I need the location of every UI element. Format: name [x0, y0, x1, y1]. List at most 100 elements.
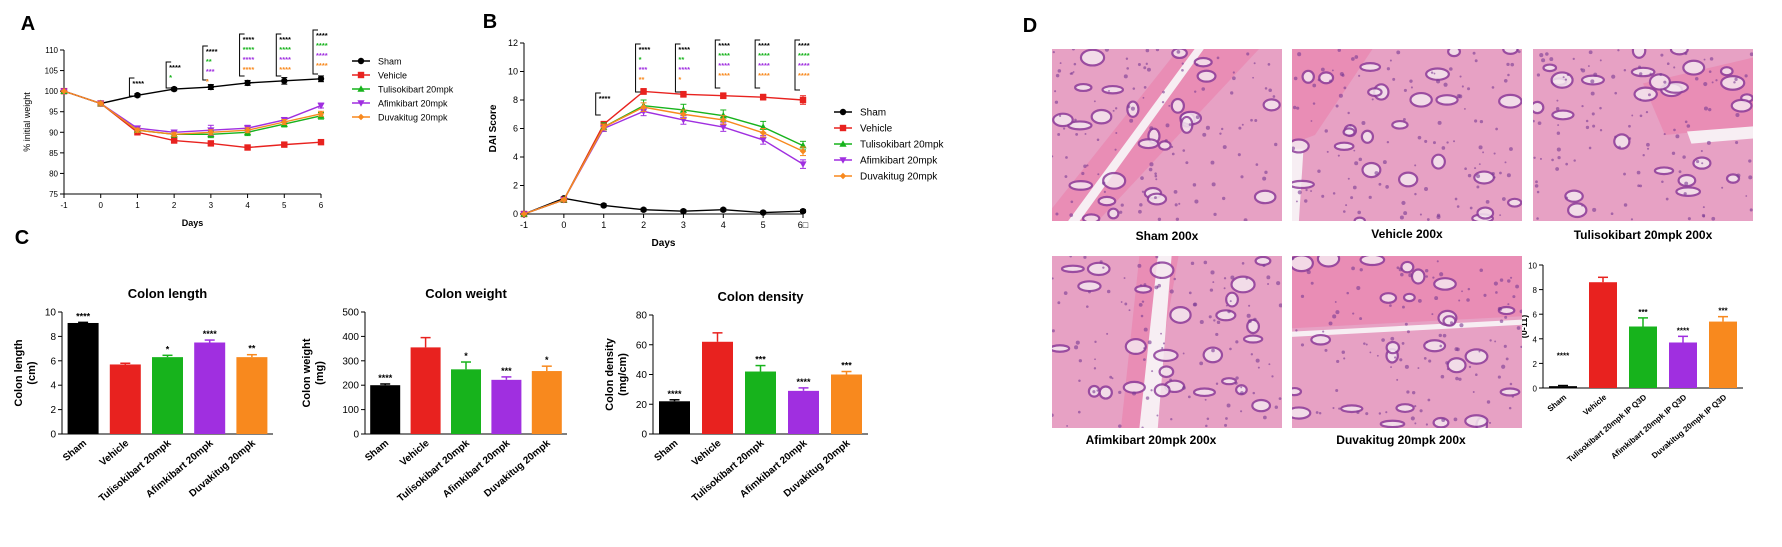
nucleus — [1432, 276, 1435, 279]
nucleus — [1237, 153, 1241, 157]
nucleus — [1140, 176, 1144, 180]
nucleus — [1517, 50, 1521, 54]
nucleus — [1536, 217, 1539, 220]
significance-stars: **** — [316, 31, 328, 40]
nucleus — [1645, 110, 1649, 114]
significance-bracket — [674, 43, 681, 93]
nucleus — [1278, 303, 1282, 308]
significance-stars: **** — [206, 47, 218, 56]
legend-marker — [357, 113, 365, 121]
data-point — [281, 141, 288, 148]
nucleus — [1212, 281, 1215, 284]
crypt — [1086, 261, 1111, 277]
nucleus — [1591, 112, 1595, 116]
series-line — [63, 90, 322, 136]
nucleus — [1557, 156, 1561, 160]
crypt — [1653, 166, 1675, 176]
crypt — [1400, 260, 1415, 274]
nucleus — [1227, 309, 1231, 314]
nucleus — [1686, 124, 1691, 128]
x-tick-label: 2 — [172, 201, 177, 210]
nucleus — [1199, 320, 1204, 325]
nucleus — [1509, 276, 1513, 279]
nucleus — [1715, 79, 1718, 82]
category-label: Vehicle — [1581, 392, 1608, 417]
nucleus — [1428, 359, 1432, 363]
nucleus — [1092, 390, 1096, 394]
nucleus — [1474, 59, 1478, 63]
y-tick-label: 2 — [513, 181, 518, 191]
legend-marker — [357, 71, 365, 79]
nucleus — [1209, 288, 1214, 292]
nucleus — [1248, 319, 1252, 324]
nucleus — [1696, 159, 1700, 164]
crypt — [1423, 339, 1447, 353]
x-tick-label: 1 — [601, 220, 606, 230]
y-tick-label: 6 — [513, 124, 518, 134]
nucleus — [1138, 209, 1142, 214]
data-point — [720, 206, 727, 213]
legend-label: Afimkibart 20mpk — [378, 99, 448, 109]
nucleus — [1472, 391, 1475, 393]
nucleus — [1639, 114, 1643, 118]
significance-stars: **** — [316, 51, 328, 60]
nucleus — [1562, 76, 1565, 79]
nucleus — [1503, 344, 1507, 348]
nucleus — [1392, 77, 1396, 81]
nucleus — [1078, 359, 1082, 363]
y-tick-label: 40 — [636, 370, 648, 381]
nucleus — [1491, 172, 1495, 176]
legend-item: Afimkibart 20mpk — [834, 156, 938, 167]
nucleus — [1401, 200, 1406, 206]
data-point — [170, 131, 178, 138]
crypt — [1333, 141, 1355, 151]
nucleus — [1267, 63, 1271, 66]
crypt — [1464, 414, 1489, 428]
significance-stars: **** — [798, 71, 810, 80]
bar-chart-2: 0 2 4 6 8 10 **** Sham Vehicle * Tulisokibart 20mp… — [13, 286, 273, 504]
nucleus — [1058, 114, 1062, 118]
category-label: Vehicle — [690, 438, 724, 469]
significance-stars: **** — [796, 377, 811, 387]
nucleus — [1687, 217, 1691, 221]
bar — [1589, 282, 1617, 388]
y-axis-label: DAI Score — [488, 104, 499, 152]
y-tick-label: 300 — [342, 356, 359, 367]
significance-group: **************** — [714, 39, 730, 89]
tissue-image — [1292, 256, 1522, 428]
nucleus — [1181, 68, 1184, 72]
category-label: Sham — [363, 438, 391, 464]
nucleus — [1065, 156, 1068, 159]
data-point — [317, 138, 325, 146]
y-tick-label: 0 — [641, 430, 647, 441]
crypt — [1402, 292, 1416, 303]
nucleus — [1266, 275, 1271, 280]
nucleus — [1700, 149, 1703, 153]
nucleus — [1332, 314, 1337, 319]
nucleus — [1593, 72, 1598, 77]
nucleus — [1660, 53, 1664, 57]
nucleus — [1491, 86, 1495, 89]
y-tick-label: 0 — [1533, 385, 1538, 394]
nucleus — [1432, 141, 1436, 145]
nucleus — [1666, 62, 1670, 66]
significance-stars: *** — [755, 355, 766, 365]
crypt — [1340, 404, 1364, 414]
crypt — [1669, 49, 1689, 56]
crypt — [1052, 344, 1071, 353]
significance-stars: **** — [1677, 326, 1690, 335]
crypt — [1397, 171, 1419, 188]
y-tick-label: 90 — [49, 128, 58, 137]
nucleus — [1590, 91, 1595, 96]
nucleus — [1324, 129, 1328, 133]
nucleus — [1404, 364, 1409, 369]
nucleus — [1157, 217, 1162, 221]
nucleus — [1389, 304, 1392, 307]
nucleus — [1358, 74, 1361, 77]
x-tick-label: 2 — [641, 220, 646, 230]
crypt — [1134, 284, 1153, 294]
significance-bracket — [312, 29, 318, 75]
y-tick-label: 80 — [49, 169, 58, 178]
nucleus — [1507, 279, 1511, 283]
nucleus — [1585, 125, 1590, 130]
